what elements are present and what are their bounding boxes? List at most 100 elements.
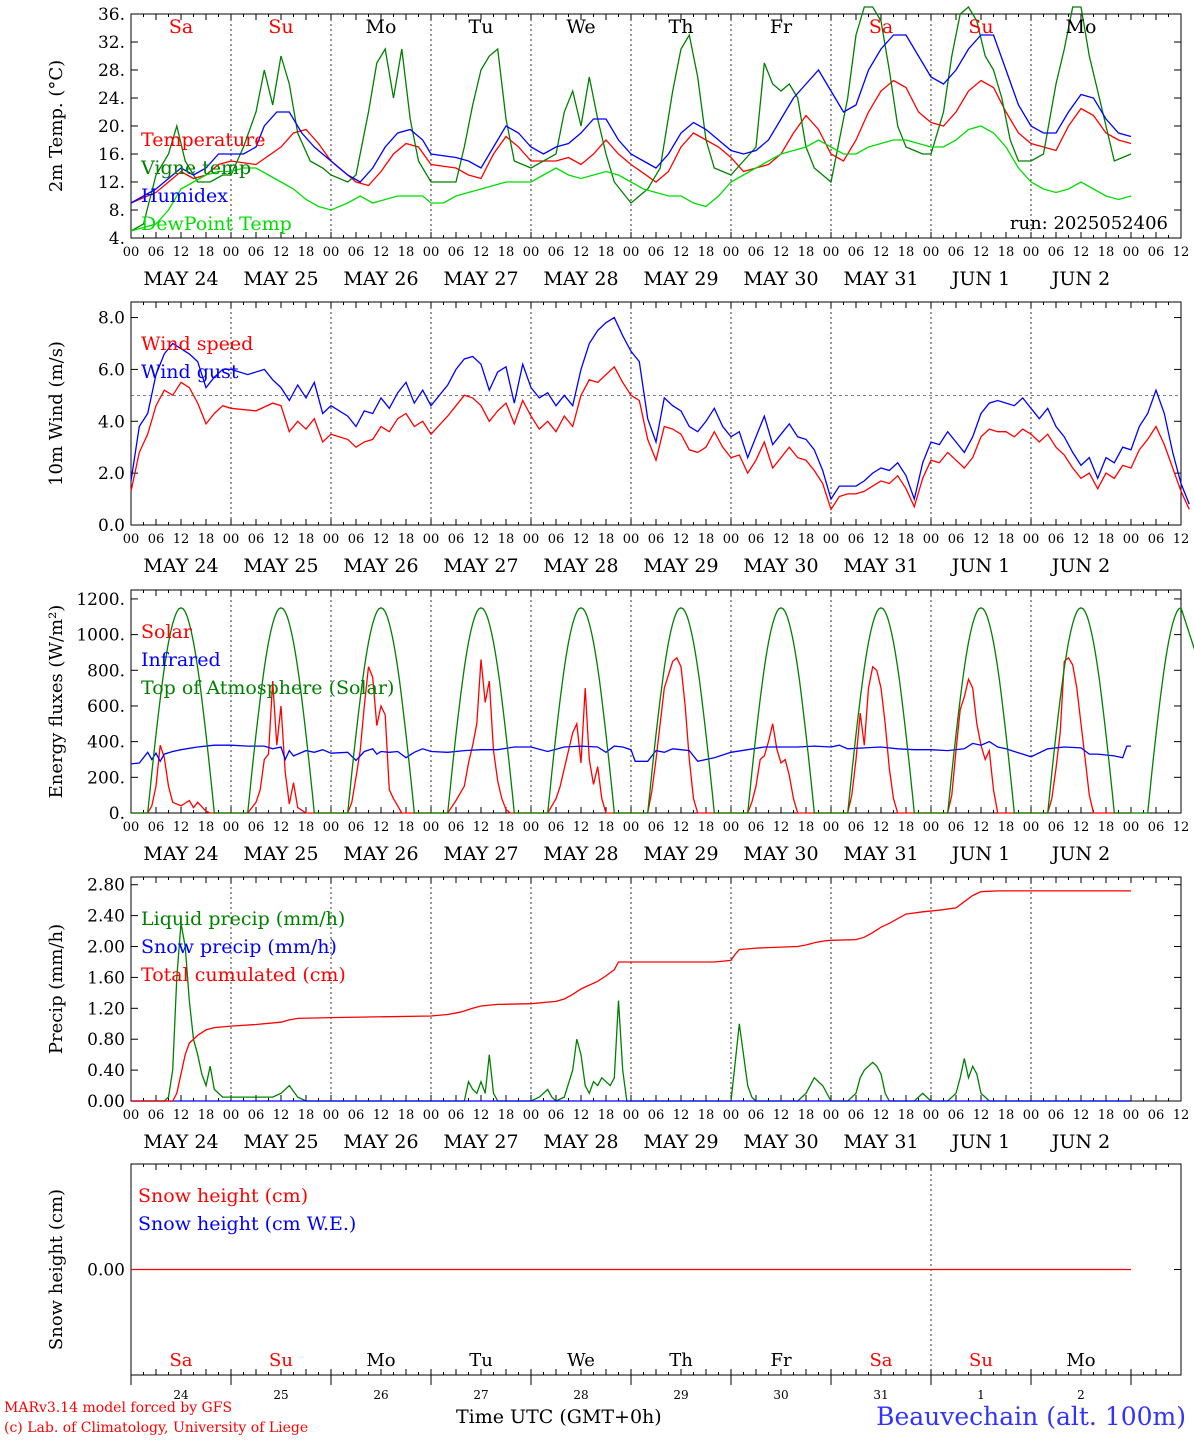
- hour-label: 18: [298, 532, 315, 547]
- hour-label: 00: [623, 245, 640, 260]
- date-label: JUN 2: [1050, 555, 1110, 577]
- y-tick-label: 1.20: [87, 999, 125, 1019]
- hour-label: 00: [523, 532, 540, 547]
- day-name-bottom: Th: [669, 1350, 693, 1371]
- y-tick-label: 1000.: [76, 626, 125, 646]
- hour-label: 00: [823, 1108, 840, 1123]
- day-name-top: Sa: [869, 16, 893, 38]
- date-label: MAY 28: [543, 555, 618, 577]
- hour-label: 12: [673, 1108, 690, 1123]
- y-tick-label: 200.: [87, 768, 125, 788]
- day-name-bottom: Su: [969, 1350, 993, 1371]
- hour-label: 00: [123, 532, 140, 547]
- hour-label: 00: [423, 532, 440, 547]
- hour-label: 00: [123, 820, 140, 835]
- hour-label: 00: [723, 1108, 740, 1123]
- hour-label: 00: [223, 245, 240, 260]
- legend-entry: Solar: [141, 621, 193, 643]
- day-number: 28: [573, 1388, 588, 1402]
- hour-label: 00: [1023, 1108, 1040, 1123]
- y-tick-label: 2.00: [87, 938, 125, 958]
- hour-label: 00: [1123, 1108, 1140, 1123]
- y-axis-title: Energy fluxes (W/m²): [46, 605, 67, 799]
- day-number: 1: [977, 1388, 985, 1402]
- series-humidex: [130, 34, 1132, 204]
- day-name-top: Mo: [1066, 16, 1097, 38]
- hour-label: 12: [373, 1108, 390, 1123]
- hour-label: 00: [623, 820, 640, 835]
- hour-label: 00: [223, 532, 240, 547]
- series-total-cumulated-cm-: [131, 890, 1131, 1102]
- legend-entry: Liquid precip (mm/h): [141, 908, 345, 930]
- hour-label: 18: [598, 245, 615, 260]
- series-vigne-temp: [130, 6, 1132, 232]
- hour-label: 12: [173, 245, 190, 260]
- hour-label: 00: [323, 245, 340, 260]
- hour-label: 12: [773, 820, 790, 835]
- hour-label: 06: [1048, 1108, 1065, 1123]
- date-label: MAY 29: [643, 1131, 718, 1153]
- panel-1-frame: [130, 13, 1182, 239]
- hour-label: 18: [1098, 532, 1115, 547]
- y-tick-label: 600.: [87, 697, 125, 717]
- date-label: MAY 31: [843, 555, 918, 577]
- hour-label: 06: [248, 820, 265, 835]
- date-label: MAY 28: [543, 843, 618, 865]
- hour-label: 06: [748, 1108, 765, 1123]
- hour-label: 12: [873, 1108, 890, 1123]
- panel-2-frame: [130, 301, 1182, 526]
- hour-label: 18: [298, 820, 315, 835]
- hour-label: 06: [1048, 532, 1065, 547]
- hour-label: 00: [1023, 245, 1040, 260]
- day-name-bottom: We: [567, 1350, 595, 1371]
- hour-label: 12: [1173, 532, 1190, 547]
- y-tick-label: 4.0: [98, 412, 125, 432]
- hour-label: 18: [598, 532, 615, 547]
- hour-label: 06: [948, 1108, 965, 1123]
- date-label: MAY 25: [243, 843, 318, 865]
- date-label: MAY 29: [643, 555, 718, 577]
- series-infrared: [130, 740, 1131, 765]
- date-label: MAY 30: [743, 843, 818, 865]
- hour-label: 06: [448, 532, 465, 547]
- hour-label: 12: [473, 820, 490, 835]
- hour-label: 12: [1173, 245, 1190, 260]
- hour-label: 06: [148, 1108, 165, 1123]
- date-label: MAY 29: [643, 843, 718, 865]
- hour-label: 12: [973, 820, 990, 835]
- hour-label: 18: [398, 245, 415, 260]
- hour-label: 00: [323, 820, 340, 835]
- y-tick-label: 24.: [98, 89, 125, 109]
- hour-label: 12: [473, 532, 490, 547]
- hour-label: 12: [773, 1108, 790, 1123]
- hour-label: 18: [798, 245, 815, 260]
- hour-label: 18: [998, 820, 1015, 835]
- hour-label: 06: [248, 245, 265, 260]
- hour-label: 00: [123, 1108, 140, 1123]
- hour-label: 06: [348, 820, 365, 835]
- date-label: MAY 27: [443, 555, 518, 577]
- y-tick-label: 1200.: [76, 590, 125, 610]
- hour-label: 06: [748, 820, 765, 835]
- date-label: MAY 31: [843, 1131, 918, 1153]
- hour-label: 00: [423, 820, 440, 835]
- hour-label: 06: [948, 532, 965, 547]
- day-number: 24: [173, 1388, 189, 1402]
- date-label: JUN 1: [950, 843, 1010, 865]
- hour-label: 00: [923, 1108, 940, 1123]
- date-label: JUN 2: [1050, 1131, 1110, 1153]
- series-dewpoint-temp: [130, 125, 1132, 232]
- hour-label: 12: [1173, 820, 1190, 835]
- hour-label: 06: [1148, 245, 1165, 260]
- y-tick-label: 0.80: [87, 1030, 125, 1050]
- hour-label: 18: [698, 245, 715, 260]
- y-tick-label: 16.: [98, 145, 125, 165]
- hour-label: 18: [1098, 245, 1115, 260]
- hour-label: 18: [398, 1108, 415, 1123]
- y-tick-label: 6.0: [98, 360, 125, 380]
- hour-label: 18: [298, 1108, 315, 1123]
- hour-label: 00: [823, 820, 840, 835]
- time-axis-label: Time UTC (GMT+0h): [456, 1406, 662, 1428]
- date-label: MAY 24: [143, 268, 218, 290]
